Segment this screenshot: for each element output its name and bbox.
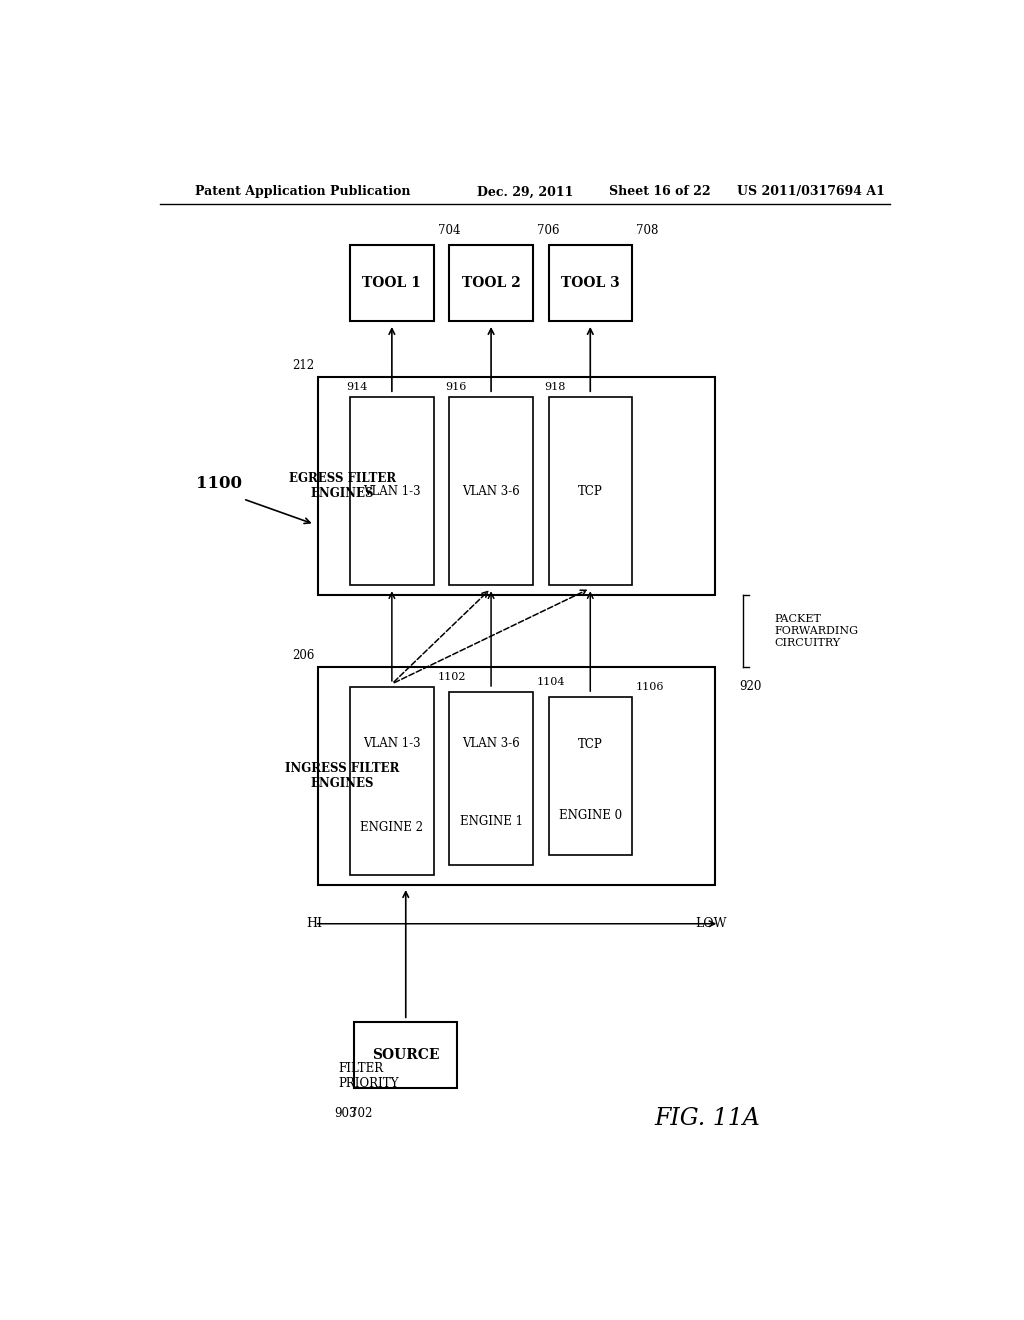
Text: FILTER
PRIORITY: FILTER PRIORITY	[338, 1061, 398, 1090]
Text: VLAN 1-3: VLAN 1-3	[364, 484, 421, 498]
Text: Sheet 16 of 22: Sheet 16 of 22	[609, 185, 711, 198]
Text: 702: 702	[350, 1106, 373, 1119]
Bar	[549, 244, 632, 321]
Text: 914: 914	[346, 383, 368, 392]
Bar	[318, 378, 715, 595]
Bar	[549, 397, 632, 585]
Text: 920: 920	[739, 680, 762, 693]
Text: HI: HI	[306, 917, 323, 931]
Text: 903: 903	[334, 1106, 356, 1119]
Text: TOOL 3: TOOL 3	[561, 276, 620, 290]
Text: Patent Application Publication: Patent Application Publication	[195, 185, 411, 198]
Text: 706: 706	[537, 223, 559, 236]
Bar	[350, 397, 433, 585]
Text: TOOL 1: TOOL 1	[362, 276, 421, 290]
Text: TOOL 2: TOOL 2	[462, 276, 520, 290]
Text: ENGINE 1: ENGINE 1	[460, 816, 522, 828]
Bar	[318, 667, 715, 886]
Text: INGRESS FILTER
ENGINES: INGRESS FILTER ENGINES	[285, 762, 399, 789]
Text: SOURCE: SOURCE	[372, 1048, 439, 1063]
Text: EGRESS FILTER
ENGINES: EGRESS FILTER ENGINES	[289, 473, 396, 500]
Text: LOW: LOW	[695, 917, 727, 931]
Text: 1100: 1100	[197, 475, 243, 492]
Text: TCP: TCP	[578, 484, 603, 498]
Text: 1106: 1106	[636, 682, 665, 692]
Bar	[450, 397, 532, 585]
Bar	[354, 1022, 458, 1089]
Text: 918: 918	[545, 383, 566, 392]
Text: 212: 212	[293, 359, 314, 372]
Text: PACKET
FORWARDING
CIRCUITRY: PACKET FORWARDING CIRCUITRY	[775, 614, 859, 648]
Text: Dec. 29, 2011: Dec. 29, 2011	[476, 185, 573, 198]
Text: 916: 916	[445, 383, 467, 392]
Text: VLAN 3-6: VLAN 3-6	[462, 484, 520, 498]
Bar	[450, 692, 532, 865]
Bar	[350, 244, 433, 321]
Text: 206: 206	[292, 648, 314, 661]
Text: US 2011/0317694 A1: US 2011/0317694 A1	[736, 185, 885, 198]
Text: FIG. 11A: FIG. 11A	[654, 1107, 760, 1130]
Text: VLAN 1-3: VLAN 1-3	[364, 737, 421, 750]
Text: ENGINE 2: ENGINE 2	[360, 821, 423, 834]
Bar	[450, 244, 532, 321]
Text: 1102: 1102	[437, 672, 466, 682]
Text: VLAN 3-6: VLAN 3-6	[462, 738, 520, 750]
Text: TCP: TCP	[578, 738, 603, 751]
Text: 708: 708	[636, 223, 658, 236]
Text: ENGINE 0: ENGINE 0	[559, 809, 622, 822]
Bar	[350, 686, 433, 875]
Text: 1104: 1104	[537, 677, 565, 686]
Text: 704: 704	[437, 223, 460, 236]
Bar	[549, 697, 632, 854]
